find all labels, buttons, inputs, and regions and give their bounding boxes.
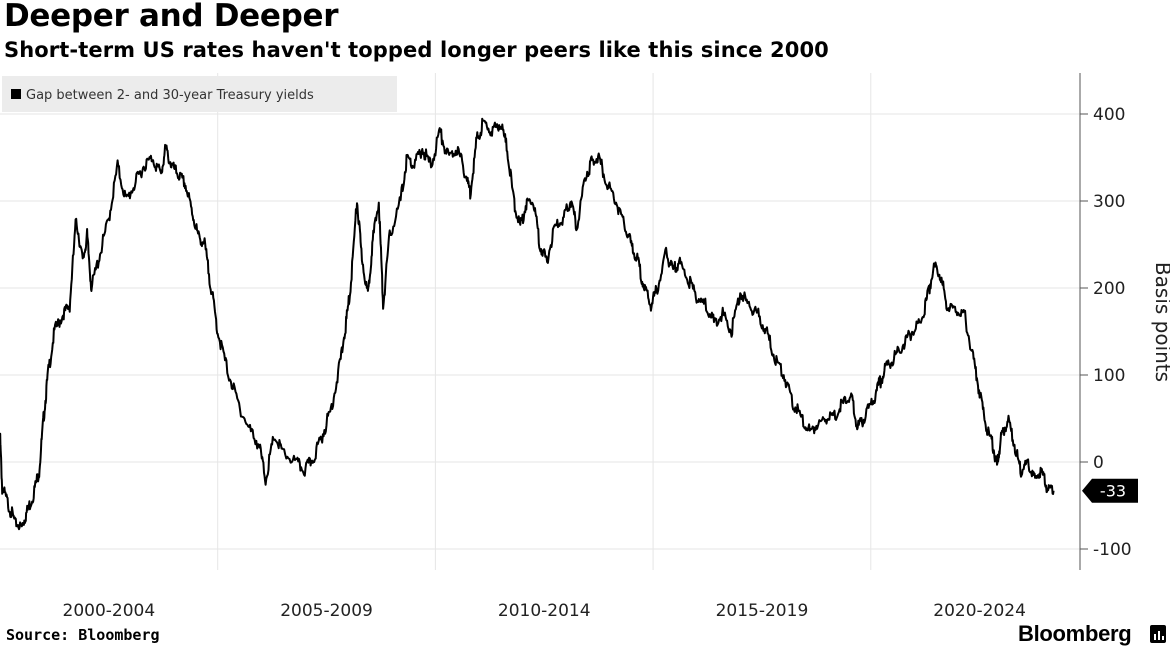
- x-tick-label: 2015-2019: [716, 601, 809, 621]
- legend-swatch: [11, 89, 21, 99]
- chart-subtitle: Short-term US rates haven't topped longe…: [4, 38, 829, 62]
- legend-label: Gap between 2- and 30-year Treasury yiel…: [26, 88, 314, 103]
- last-value-badge: [1082, 478, 1138, 503]
- y-axis-label: Basis points: [1151, 262, 1170, 382]
- gridlines: [0, 73, 1080, 570]
- brand-logo: Bloomberg: [1018, 621, 1132, 646]
- y-tick-label: 0: [1093, 453, 1104, 473]
- legend: Gap between 2- and 30-year Treasury yiel…: [2, 76, 397, 112]
- bloomberg-terminal-icon: [1150, 625, 1166, 643]
- series-layer: [0, 117, 1055, 531]
- y-tick-label: -100: [1093, 540, 1132, 560]
- y-tick-label: 200: [1093, 279, 1125, 299]
- chart-title: Deeper and Deeper: [4, 0, 339, 34]
- x-tick-label: 2005-2009: [280, 601, 373, 621]
- x-tick-labels: 2000-2004 2005-2009 2010-2014 2015-2019 2020…: [63, 601, 1026, 621]
- x-tick-label: 2020-2024: [933, 601, 1026, 621]
- y-tick-label: 100: [1093, 366, 1125, 386]
- source-note: Source: Bloomberg: [6, 626, 160, 644]
- series-line: [0, 117, 1055, 531]
- last-value-label: -33: [1100, 482, 1126, 501]
- last-value-tag: -33: [1082, 478, 1138, 503]
- y-tick-label: 300: [1093, 192, 1125, 212]
- y-tick-label: 400: [1093, 105, 1125, 125]
- y-tick-labels: -100 0 100 200 300 400: [1080, 105, 1132, 560]
- x-tick-label: 2000-2004: [63, 601, 156, 621]
- legend-background: [2, 76, 397, 112]
- x-tick-label: 2010-2014: [498, 601, 591, 621]
